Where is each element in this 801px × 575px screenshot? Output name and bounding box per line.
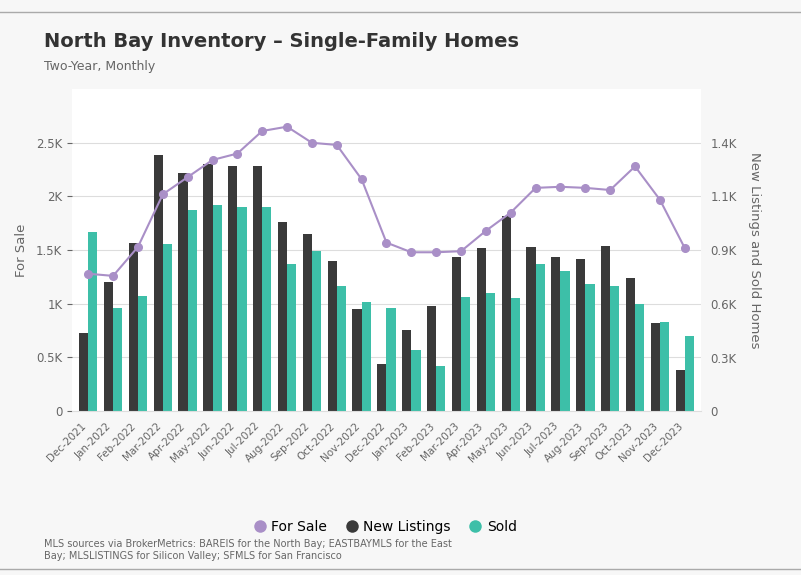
Bar — [437, 366, 445, 411]
Text: North Bay Inventory – Single-Family Homes: North Bay Inventory – Single-Family Home… — [44, 32, 519, 51]
Bar — [586, 285, 594, 411]
For Sale — [83, 270, 93, 277]
Bar — [477, 248, 486, 411]
For Sale — [606, 186, 615, 193]
Bar — [650, 323, 660, 411]
Bar — [163, 244, 172, 411]
Bar — [526, 247, 536, 411]
Line: For Sale: For Sale — [84, 123, 689, 279]
Bar — [187, 210, 197, 411]
Bar — [536, 264, 545, 411]
Bar — [179, 173, 187, 411]
Bar — [79, 333, 88, 411]
For Sale — [356, 176, 366, 183]
Bar — [303, 234, 312, 411]
Bar — [412, 350, 421, 411]
For Sale — [630, 163, 640, 170]
For Sale — [133, 243, 143, 250]
Bar — [675, 370, 685, 411]
Bar — [361, 302, 371, 411]
Bar — [561, 270, 570, 411]
Bar — [601, 246, 610, 411]
For Sale — [581, 185, 590, 191]
Bar — [278, 222, 287, 411]
For Sale — [432, 249, 441, 256]
Bar — [138, 296, 147, 411]
For Sale — [655, 196, 665, 203]
Bar — [626, 278, 635, 411]
For Sale — [158, 191, 167, 198]
Bar — [328, 261, 336, 411]
For Sale — [506, 209, 516, 216]
Bar — [154, 155, 163, 411]
Bar — [253, 166, 262, 411]
Text: Two-Year, Monthly: Two-Year, Monthly — [44, 60, 155, 74]
For Sale — [282, 123, 292, 130]
Bar — [511, 298, 520, 411]
Bar — [660, 322, 669, 411]
Bar — [635, 304, 644, 411]
Bar — [387, 308, 396, 411]
For Sale — [382, 239, 392, 246]
Bar — [312, 251, 321, 411]
For Sale — [457, 248, 466, 255]
For Sale — [556, 183, 566, 190]
Bar — [685, 336, 694, 411]
For Sale — [108, 273, 118, 279]
Bar — [129, 243, 138, 411]
For Sale — [207, 156, 217, 163]
For Sale — [481, 227, 491, 234]
Bar — [262, 207, 272, 411]
For Sale — [680, 244, 690, 251]
For Sale — [332, 141, 341, 148]
Bar — [610, 286, 619, 411]
Y-axis label: For Sale: For Sale — [14, 224, 28, 277]
Bar — [461, 297, 470, 411]
Bar — [501, 216, 511, 411]
Bar — [402, 329, 412, 411]
For Sale — [531, 185, 541, 191]
Bar — [287, 264, 296, 411]
Bar — [377, 364, 387, 411]
For Sale — [183, 174, 192, 181]
Y-axis label: New Listings and Sold Homes: New Listings and Sold Homes — [748, 152, 761, 348]
Bar — [551, 256, 561, 411]
Bar — [203, 164, 212, 411]
For Sale — [257, 128, 267, 135]
Bar — [452, 256, 461, 411]
Bar — [228, 166, 237, 411]
Bar — [576, 259, 586, 411]
Text: MLS sources via BrokerMetrics: BAREIS for the North Bay; EASTBAYMLS for the East: MLS sources via BrokerMetrics: BAREIS fo… — [44, 539, 452, 561]
Bar — [427, 306, 437, 411]
For Sale — [232, 150, 242, 157]
Bar — [88, 232, 98, 411]
Bar — [113, 308, 123, 411]
For Sale — [307, 139, 316, 146]
Bar — [212, 205, 222, 411]
Bar — [336, 286, 346, 411]
Bar — [237, 207, 247, 411]
Bar — [352, 309, 361, 411]
For Sale — [407, 249, 417, 256]
Bar — [486, 293, 495, 411]
Bar — [104, 282, 113, 411]
Legend: For Sale, New Listings, Sold: For Sale, New Listings, Sold — [251, 515, 522, 540]
